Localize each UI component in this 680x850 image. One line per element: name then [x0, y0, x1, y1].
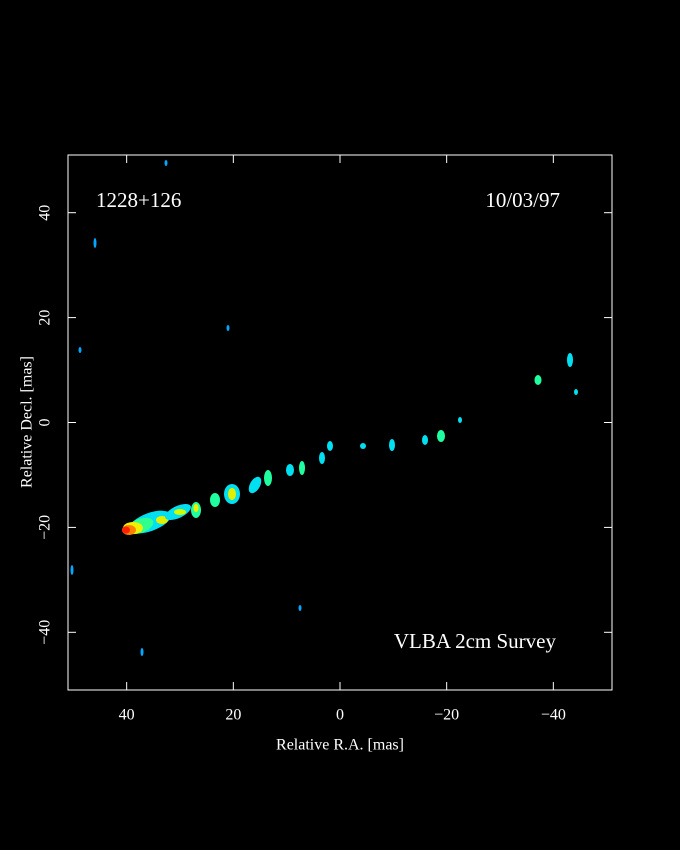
x-tick-label: 20 — [225, 707, 241, 724]
y-tick-label: −40 — [37, 620, 54, 645]
x-tick-label: 0 — [336, 707, 344, 724]
y-axis-label: Relative Decl. [mas] — [19, 356, 36, 488]
jet-image — [70, 160, 578, 656]
y-tick-label: −20 — [37, 515, 54, 540]
x-tick-label: −20 — [434, 707, 459, 724]
y-tick-label: 40 — [37, 205, 54, 221]
survey-label: VLBA 2cm Survey — [394, 629, 557, 653]
epoch: 10/03/97 — [485, 188, 560, 212]
x-tick-label: −40 — [541, 707, 566, 724]
x-axis-label: Relative R.A. [mas] — [276, 737, 404, 754]
y-tick-label: 0 — [37, 419, 54, 427]
y-tick-label: 20 — [37, 310, 54, 326]
x-tick-label: 40 — [119, 707, 135, 724]
source-name: 1228+126 — [96, 188, 181, 212]
